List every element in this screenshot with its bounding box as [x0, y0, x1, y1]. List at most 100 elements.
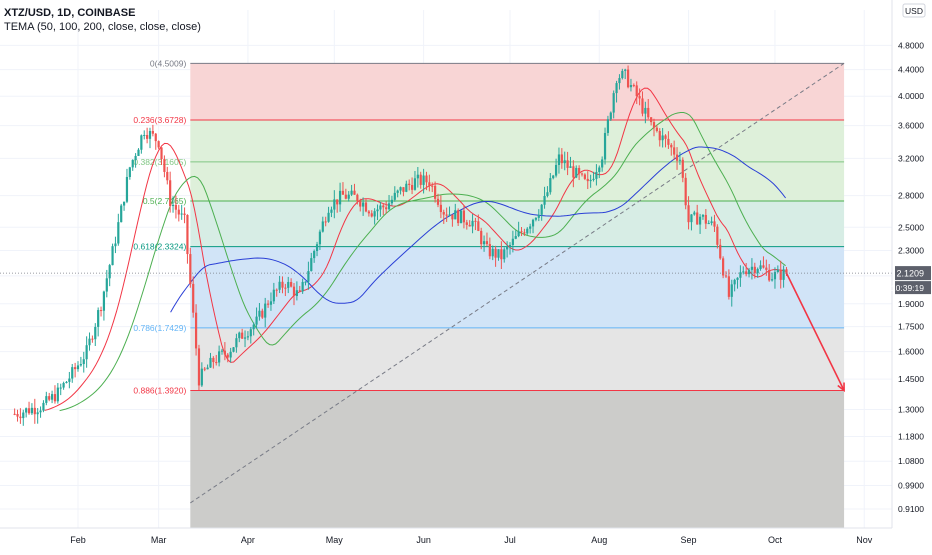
candle-body[interactable] — [241, 332, 244, 339]
candle-body[interactable] — [575, 167, 578, 178]
candle-body[interactable] — [552, 175, 555, 179]
candle-body[interactable] — [615, 83, 618, 94]
candle-body[interactable] — [644, 107, 647, 114]
candle-body[interactable] — [304, 281, 307, 283]
candle-body[interactable] — [442, 212, 445, 215]
candle-body[interactable] — [137, 149, 140, 156]
candle-body[interactable] — [373, 211, 376, 217]
candle-body[interactable] — [554, 164, 558, 176]
candle-body[interactable] — [598, 167, 601, 172]
candle-body[interactable] — [62, 382, 65, 388]
candle-body[interactable] — [364, 202, 368, 212]
candle-body[interactable] — [140, 135, 143, 150]
candle-body[interactable] — [157, 141, 160, 148]
candle-body[interactable] — [451, 214, 454, 220]
candle-body[interactable] — [370, 213, 373, 217]
candle-body[interactable] — [359, 201, 362, 207]
candle-body[interactable] — [243, 337, 247, 339]
candle-body[interactable] — [428, 182, 431, 186]
candle-body[interactable] — [770, 279, 774, 281]
candle-body[interactable] — [402, 187, 405, 192]
candle-body[interactable] — [258, 310, 261, 317]
candle-body[interactable] — [727, 276, 730, 297]
candle-body[interactable] — [626, 69, 630, 88]
candle-body[interactable] — [88, 338, 91, 346]
candle-body[interactable] — [439, 204, 442, 213]
candle-body[interactable] — [765, 267, 768, 270]
candle-body[interactable] — [169, 180, 172, 207]
candle-body[interactable] — [684, 177, 687, 206]
symbol-title[interactable]: XTZ/USD, 1D, COINBASE — [4, 7, 136, 19]
candle-body[interactable] — [773, 272, 777, 280]
candle-body[interactable] — [290, 281, 293, 287]
candle-body[interactable] — [563, 160, 566, 164]
candle-body[interactable] — [560, 154, 563, 164]
candle-body[interactable] — [511, 238, 514, 245]
candle-body[interactable] — [160, 147, 163, 160]
indicator-title[interactable]: TEMA (50, 100, 200, close, close, close) — [4, 21, 201, 33]
candle-body[interactable] — [713, 221, 716, 227]
candle-body[interactable] — [629, 85, 633, 88]
candle-body[interactable] — [661, 135, 664, 141]
candle-body[interactable] — [716, 226, 719, 245]
candle-body[interactable] — [491, 248, 494, 257]
candle-body[interactable] — [448, 214, 451, 216]
candle-body[interactable] — [678, 159, 682, 161]
candle-body[interactable] — [232, 347, 235, 352]
candle-body[interactable] — [79, 364, 82, 366]
candle-body[interactable] — [572, 166, 575, 178]
candle-body[interactable] — [647, 107, 650, 118]
candle-body[interactable] — [128, 167, 131, 177]
candle-body[interactable] — [635, 85, 638, 97]
candle-body[interactable] — [459, 210, 463, 224]
candle-body[interactable] — [53, 394, 57, 402]
candle-body[interactable] — [701, 214, 705, 217]
candle-body[interactable] — [549, 178, 552, 193]
candle-body[interactable] — [569, 166, 572, 168]
candle-body[interactable] — [105, 278, 108, 292]
candle-body[interactable] — [284, 287, 287, 289]
candle-body[interactable] — [85, 345, 88, 360]
candle-body[interactable] — [523, 232, 526, 234]
candle-body[interactable] — [390, 199, 394, 204]
candle-body[interactable] — [529, 226, 532, 229]
candle-body[interactable] — [19, 416, 22, 419]
candle-body[interactable] — [341, 190, 345, 195]
candle-body[interactable] — [477, 221, 480, 231]
candle-body[interactable] — [59, 387, 62, 389]
candle-body[interactable] — [318, 231, 322, 245]
candle-body[interactable] — [379, 205, 382, 210]
candle-body[interactable] — [235, 338, 238, 348]
candle-body[interactable] — [333, 199, 336, 210]
candle-body[interactable] — [454, 210, 457, 220]
candle-body[interactable] — [494, 248, 497, 258]
candle-body[interactable] — [353, 190, 356, 195]
candle-body[interactable] — [249, 329, 252, 337]
candle-body[interactable] — [298, 290, 301, 292]
candle-body[interactable] — [376, 209, 379, 212]
candle-body[interactable] — [266, 303, 270, 305]
candle-body[interactable] — [580, 173, 584, 175]
candle-body[interactable] — [419, 174, 422, 185]
candle-body[interactable] — [154, 133, 157, 142]
candle-body[interactable] — [220, 350, 224, 352]
candle-body[interactable] — [704, 214, 707, 224]
candle-body[interactable] — [534, 217, 538, 220]
candle-body[interactable] — [148, 131, 152, 139]
candle-body[interactable] — [719, 244, 722, 259]
candle-body[interactable] — [39, 410, 42, 413]
candle-body[interactable] — [91, 338, 94, 340]
candle-body[interactable] — [425, 175, 428, 183]
candle-body[interactable] — [313, 251, 316, 259]
candle-body[interactable] — [753, 266, 756, 274]
candle-body[interactable] — [462, 210, 466, 223]
candle-body[interactable] — [13, 413, 16, 415]
candle-body[interactable] — [350, 190, 353, 195]
candle-body[interactable] — [209, 357, 212, 368]
candle-body[interactable] — [413, 178, 417, 190]
candle-body[interactable] — [344, 194, 347, 199]
candle-body[interactable] — [74, 367, 77, 370]
candle-body[interactable] — [482, 241, 486, 245]
candle-body[interactable] — [457, 210, 460, 224]
candle-body[interactable] — [295, 290, 298, 296]
